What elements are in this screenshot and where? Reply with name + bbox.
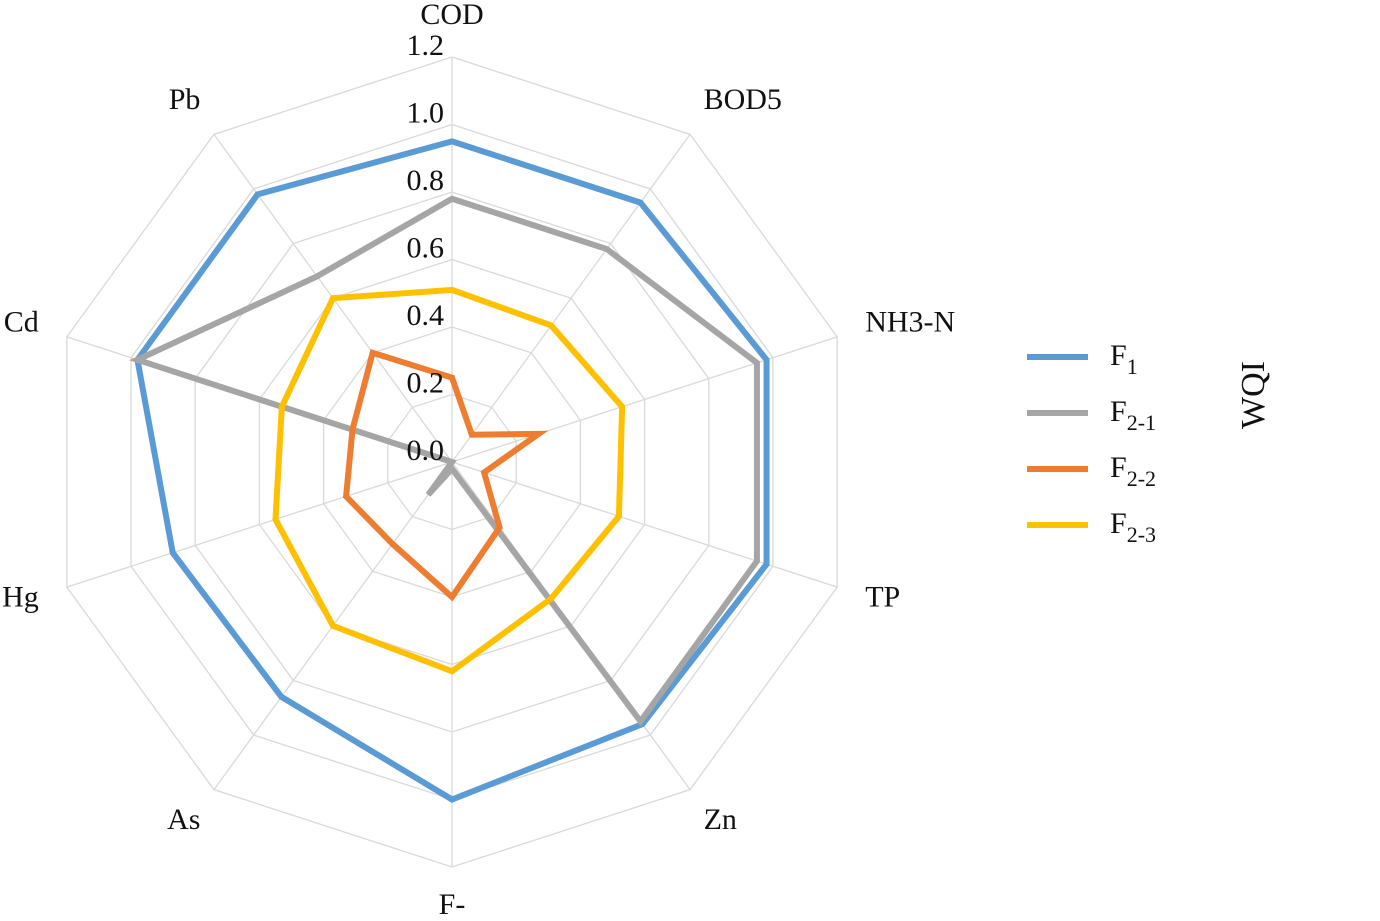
category-label: Hg — [2, 580, 39, 613]
grid-spoke — [451, 336, 838, 463]
legend-subscript: 2-3 — [1127, 522, 1156, 547]
category-label: Zn — [704, 803, 737, 836]
category-label: TP — [865, 580, 900, 613]
tick-label: 1.2 — [407, 29, 445, 62]
grid-spoke — [451, 461, 838, 588]
legend-entry: F2-3 — [1110, 507, 1156, 547]
category-label: As — [167, 803, 200, 836]
legend-subscript: 1 — [1127, 354, 1138, 379]
legend: F1 F2-1 F2-2 F2-3 — [1027, 339, 1156, 547]
tick-label: 0.6 — [407, 232, 445, 265]
legend-entry: F2-2 — [1110, 451, 1156, 491]
category-label: F- — [439, 888, 466, 921]
wqi-side-label: WQI — [1235, 361, 1272, 429]
series-line-f2-1 — [129, 195, 760, 727]
category-label: Cd — [4, 305, 39, 338]
tick-label: 0.4 — [407, 299, 445, 332]
category-label: Pb — [169, 83, 201, 116]
category-label: NH3-N — [865, 305, 955, 338]
tick-label: 0.0 — [407, 434, 445, 467]
radial-tick-labels: 0.0 0.2 0.4 0.6 0.8 1.0 1.2 — [407, 29, 445, 467]
category-label: BOD5 — [704, 83, 782, 116]
legend-subscript: 2-1 — [1127, 410, 1156, 435]
grid-spoke — [66, 461, 453, 588]
category-label: COD — [420, 0, 483, 31]
legend-subscript: 2-2 — [1127, 466, 1156, 491]
radar-series — [129, 138, 770, 803]
grid-spoke — [451, 133, 691, 463]
series-line-f2-2 — [342, 348, 549, 602]
tick-label: 0.8 — [407, 164, 445, 197]
tick-label: 0.2 — [407, 367, 445, 400]
legend-entry: F1 — [1110, 339, 1138, 379]
category-labels: COD BOD5 NH3-N TP Zn F- As Hg Cd Pb — [2, 0, 955, 921]
series-line-f1 — [134, 138, 770, 803]
legend-entry: F2-1 — [1110, 395, 1156, 435]
tick-label: 1.0 — [407, 97, 445, 130]
series-line-f2-3 — [272, 286, 626, 675]
